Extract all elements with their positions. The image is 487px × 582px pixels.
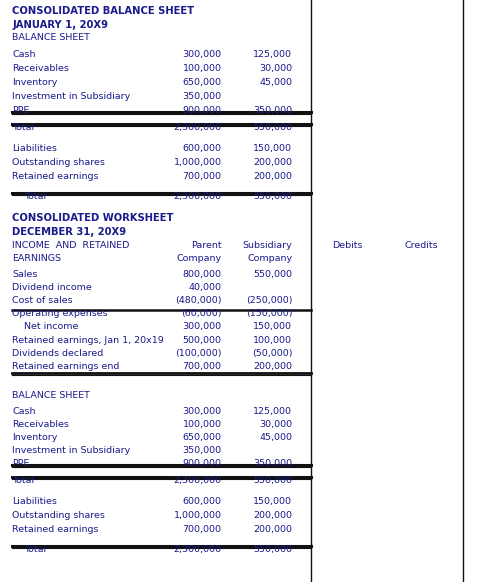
Text: 200,000: 200,000 xyxy=(253,158,292,167)
Text: Receivables: Receivables xyxy=(12,64,69,73)
Text: 550,000: 550,000 xyxy=(253,192,292,201)
Text: 600,000: 600,000 xyxy=(183,144,222,153)
Text: 700,000: 700,000 xyxy=(183,362,222,371)
Text: Inventory: Inventory xyxy=(12,433,57,442)
Text: Retained earnings, Jan 1, 20x19: Retained earnings, Jan 1, 20x19 xyxy=(12,336,164,345)
Text: 200,000: 200,000 xyxy=(253,525,292,534)
Text: Retained earnings: Retained earnings xyxy=(12,172,99,181)
Text: (100,000): (100,000) xyxy=(175,349,222,358)
Text: 200,000: 200,000 xyxy=(253,172,292,181)
Text: Retained earnings: Retained earnings xyxy=(12,525,99,534)
Text: Net income: Net income xyxy=(12,322,78,331)
Text: BALANCE SHEET: BALANCE SHEET xyxy=(12,391,90,400)
Text: 2,300,000: 2,300,000 xyxy=(173,192,222,201)
Text: Inventory: Inventory xyxy=(12,78,57,87)
Text: Retained earnings end: Retained earnings end xyxy=(12,362,119,371)
Text: Liabilities: Liabilities xyxy=(12,144,57,153)
Text: 350,000: 350,000 xyxy=(253,459,292,468)
Text: BALANCE SHEET: BALANCE SHEET xyxy=(12,33,90,42)
Text: (480,000): (480,000) xyxy=(175,296,222,305)
Text: Debits: Debits xyxy=(332,241,363,250)
Text: 150,000: 150,000 xyxy=(253,144,292,153)
Text: Sales: Sales xyxy=(12,270,37,279)
Text: Cash: Cash xyxy=(12,50,36,59)
Text: Outstanding shares: Outstanding shares xyxy=(12,511,105,520)
Text: 350,000: 350,000 xyxy=(183,92,222,101)
Text: JANUARY 1, 20X9: JANUARY 1, 20X9 xyxy=(12,20,108,30)
Text: Dividends declared: Dividends declared xyxy=(12,349,103,358)
Text: Parent: Parent xyxy=(191,241,222,250)
Text: CONSOLIDATED WORKSHEET: CONSOLIDATED WORKSHEET xyxy=(12,213,174,223)
Text: 650,000: 650,000 xyxy=(183,433,222,442)
Text: Outstanding shares: Outstanding shares xyxy=(12,158,105,167)
Text: 550,000: 550,000 xyxy=(253,476,292,485)
Text: 550,000: 550,000 xyxy=(253,123,292,132)
Text: 1,000,000: 1,000,000 xyxy=(173,158,222,167)
Text: 550,000: 550,000 xyxy=(253,270,292,279)
Text: (150,000): (150,000) xyxy=(246,309,292,318)
Text: (60,000): (60,000) xyxy=(181,309,222,318)
Text: Cash: Cash xyxy=(12,407,36,416)
Text: 650,000: 650,000 xyxy=(183,78,222,87)
Text: 125,000: 125,000 xyxy=(253,50,292,59)
Text: (250,000): (250,000) xyxy=(246,296,292,305)
Text: Liabilities: Liabilities xyxy=(12,497,57,506)
Text: Total: Total xyxy=(24,192,46,201)
Text: 100,000: 100,000 xyxy=(183,420,222,429)
Text: Operating expenses: Operating expenses xyxy=(12,309,108,318)
Text: Total: Total xyxy=(12,476,34,485)
Text: 150,000: 150,000 xyxy=(253,497,292,506)
Text: 200,000: 200,000 xyxy=(253,362,292,371)
Text: 900,000: 900,000 xyxy=(183,106,222,115)
Text: Investment in Subsidiary: Investment in Subsidiary xyxy=(12,446,131,455)
Text: CONSOLIDATED BALANCE SHEET: CONSOLIDATED BALANCE SHEET xyxy=(12,6,194,16)
Text: 100,000: 100,000 xyxy=(183,64,222,73)
Text: 350,000: 350,000 xyxy=(183,446,222,455)
Text: 500,000: 500,000 xyxy=(183,336,222,345)
Text: 40,000: 40,000 xyxy=(188,283,222,292)
Text: Total: Total xyxy=(12,123,34,132)
Text: Investment in Subsidiary: Investment in Subsidiary xyxy=(12,92,131,101)
Text: INCOME  AND  RETAINED: INCOME AND RETAINED xyxy=(12,241,130,250)
Text: 300,000: 300,000 xyxy=(183,407,222,416)
Text: 2,300,000: 2,300,000 xyxy=(173,476,222,485)
Text: 1,000,000: 1,000,000 xyxy=(173,511,222,520)
Text: 2,300,000: 2,300,000 xyxy=(173,545,222,554)
Text: 2,300,000: 2,300,000 xyxy=(173,123,222,132)
Text: 700,000: 700,000 xyxy=(183,172,222,181)
Text: 100,000: 100,000 xyxy=(253,336,292,345)
Text: 30,000: 30,000 xyxy=(259,420,292,429)
Text: 550,000: 550,000 xyxy=(253,545,292,554)
Text: (50,000): (50,000) xyxy=(252,349,292,358)
Text: 200,000: 200,000 xyxy=(253,511,292,520)
Text: Receivables: Receivables xyxy=(12,420,69,429)
Text: 350,000: 350,000 xyxy=(253,106,292,115)
Text: PPE: PPE xyxy=(12,459,30,468)
Text: Subsidiary: Subsidiary xyxy=(243,241,292,250)
Text: Company: Company xyxy=(247,254,292,263)
Text: 300,000: 300,000 xyxy=(183,322,222,331)
Text: PPE: PPE xyxy=(12,106,30,115)
Text: 30,000: 30,000 xyxy=(259,64,292,73)
Text: 700,000: 700,000 xyxy=(183,525,222,534)
Text: DECEMBER 31, 20X9: DECEMBER 31, 20X9 xyxy=(12,227,126,237)
Text: Company: Company xyxy=(176,254,222,263)
Text: 800,000: 800,000 xyxy=(183,270,222,279)
Text: EARNINGS: EARNINGS xyxy=(12,254,61,263)
Text: Credits: Credits xyxy=(405,241,438,250)
Text: 900,000: 900,000 xyxy=(183,459,222,468)
Text: 125,000: 125,000 xyxy=(253,407,292,416)
Text: 150,000: 150,000 xyxy=(253,322,292,331)
Text: Total: Total xyxy=(24,545,46,554)
Text: Cost of sales: Cost of sales xyxy=(12,296,73,305)
Text: 300,000: 300,000 xyxy=(183,50,222,59)
Text: 600,000: 600,000 xyxy=(183,497,222,506)
Text: Dividend income: Dividend income xyxy=(12,283,92,292)
Text: 45,000: 45,000 xyxy=(259,78,292,87)
Text: 45,000: 45,000 xyxy=(259,433,292,442)
